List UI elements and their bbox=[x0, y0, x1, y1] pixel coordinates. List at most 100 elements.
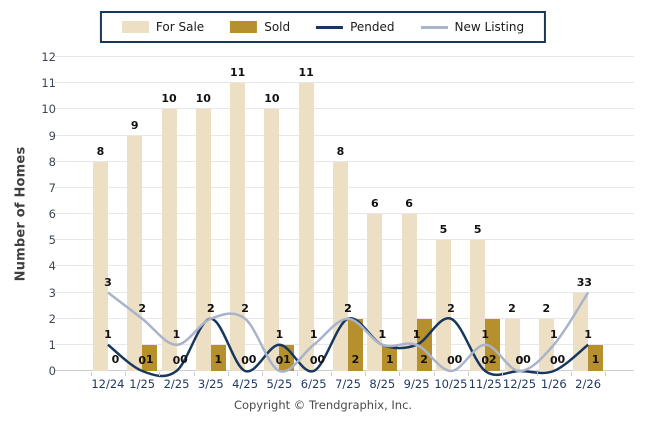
data-label: 3 bbox=[104, 275, 112, 289]
data-label: 2 bbox=[206, 301, 215, 315]
legend-item-for-sale: For Sale bbox=[121, 20, 205, 34]
data-label: 2 bbox=[344, 301, 352, 315]
x-axis-tick-label: 3/25 bbox=[197, 377, 224, 391]
bar-for-sale bbox=[401, 214, 417, 371]
x-axis-tick-label: 1/26 bbox=[540, 377, 567, 391]
x-axis-tick bbox=[468, 372, 470, 376]
bar-for-sale bbox=[298, 83, 314, 371]
data-label: 0 bbox=[447, 354, 455, 367]
y-axis-tick-label: 0 bbox=[48, 364, 56, 378]
bar-sold bbox=[142, 344, 158, 371]
legend-item-label: Sold bbox=[264, 20, 291, 34]
data-label: 1 bbox=[145, 353, 154, 366]
data-label: 0 bbox=[275, 354, 284, 367]
x-axis-tick bbox=[193, 372, 195, 376]
x-axis-tick-label: 9/25 bbox=[403, 377, 430, 391]
x-axis-tick bbox=[262, 372, 264, 376]
x-axis-tick bbox=[330, 372, 332, 376]
bar-for-sale bbox=[161, 109, 177, 371]
x-axis-tick-label: 2/25 bbox=[163, 377, 190, 391]
legend-item-new-listing: New Listing bbox=[420, 20, 525, 34]
data-label: 2 bbox=[447, 301, 455, 315]
x-axis-tick bbox=[605, 372, 607, 376]
x-axis-tick-label: 11/25 bbox=[468, 377, 502, 391]
bar-for-sale bbox=[264, 109, 280, 371]
bar-for-sale bbox=[92, 161, 108, 371]
data-label: 6 bbox=[370, 197, 379, 210]
bar-sold bbox=[588, 344, 604, 371]
data-label: 1 bbox=[283, 353, 291, 366]
gridline bbox=[55, 108, 634, 110]
data-label: 1 bbox=[412, 327, 421, 341]
data-label: 2 bbox=[344, 301, 352, 315]
x-axis-tick-label: 5/25 bbox=[266, 377, 293, 391]
new-listing-line bbox=[107, 291, 590, 373]
gridline bbox=[55, 56, 634, 57]
data-label: 10 bbox=[195, 92, 211, 106]
data-label: 6 bbox=[405, 197, 413, 210]
y-axis-tick-label: 3 bbox=[48, 285, 56, 300]
data-label: 1 bbox=[378, 327, 387, 341]
x-axis-tick-label: 7/25 bbox=[335, 377, 361, 391]
data-label: 8 bbox=[336, 144, 345, 158]
data-label: 5 bbox=[439, 223, 448, 237]
data-label: 10 bbox=[264, 92, 280, 106]
gridline bbox=[55, 82, 634, 84]
data-label: 0 bbox=[549, 354, 558, 367]
y-axis-tick-label: 9 bbox=[48, 128, 56, 143]
x-axis-tick bbox=[159, 372, 161, 376]
plot-area: 8 0 1 3 9 1 0 2 10 0 0 1 10 1 2 2 11 0 0 2 10 1 1 0 11 0 0 1 8 2 2 2 6 1 1… bbox=[55, 56, 634, 378]
x-axis-tick bbox=[433, 372, 435, 376]
x-axis-tick-label: 12/25 bbox=[502, 377, 537, 391]
x-axis-tick bbox=[296, 372, 298, 376]
data-label: 0 bbox=[454, 353, 463, 366]
y-axis-tick-label: 12 bbox=[41, 50, 56, 64]
x-axis-tick bbox=[570, 372, 572, 376]
data-label: 0 bbox=[241, 354, 249, 367]
data-label: 0 bbox=[111, 353, 120, 366]
bar-for-sale bbox=[230, 83, 246, 371]
data-label: 8 bbox=[96, 144, 105, 158]
legend-item-label: Pended bbox=[350, 20, 395, 34]
data-label: 1 bbox=[275, 327, 284, 341]
data-label: 0 bbox=[309, 354, 318, 367]
bar-sold bbox=[485, 318, 501, 371]
data-label: 3 bbox=[584, 275, 592, 289]
y-axis-tick-label: 4 bbox=[48, 259, 56, 274]
copyright-text: Copyright © Trendgraphix, Inc. bbox=[233, 398, 413, 412]
bar-for-sale bbox=[195, 109, 211, 371]
x-axis-tick bbox=[227, 372, 229, 376]
data-label: 1 bbox=[172, 327, 181, 341]
legend-item-label: New Listing bbox=[454, 20, 525, 34]
x-axis-tick-label: 6/25 bbox=[300, 377, 327, 391]
data-label: 5 bbox=[473, 223, 482, 237]
x-axis-tick bbox=[502, 372, 504, 376]
legend-item-pended: Pended bbox=[316, 20, 395, 34]
data-label: 0 bbox=[138, 354, 147, 367]
y-axis-tick-label: 10 bbox=[41, 102, 56, 117]
data-label: 2 bbox=[138, 301, 147, 315]
legend-item-label: For Sale bbox=[155, 20, 205, 34]
x-axis-tick-label: 4/25 bbox=[232, 377, 259, 391]
data-label: 10 bbox=[161, 92, 177, 106]
data-label: 3 bbox=[576, 275, 585, 289]
data-label: 0 bbox=[180, 353, 188, 366]
x-axis-tick-label: 12/24 bbox=[91, 377, 125, 391]
legend-line-swatch bbox=[420, 25, 448, 29]
data-label: 2 bbox=[206, 301, 215, 315]
y-axis-tick-label: 5 bbox=[48, 233, 56, 248]
data-label: 9 bbox=[130, 118, 139, 132]
bar-for-sale bbox=[470, 240, 486, 371]
gridline bbox=[55, 134, 634, 136]
x-axis-tick-label: 8/25 bbox=[369, 377, 396, 391]
y-axis-tick-label: 11 bbox=[41, 76, 56, 91]
data-label: 1 bbox=[549, 327, 558, 341]
data-label: 1 bbox=[309, 327, 318, 341]
data-label: 1 bbox=[412, 327, 421, 341]
data-label: 2 bbox=[241, 301, 249, 315]
data-label: 1 bbox=[584, 327, 592, 341]
x-axis-tick-label: 2/26 bbox=[575, 377, 602, 391]
y-axis-tick-label: 1 bbox=[48, 337, 56, 352]
data-label: 0 bbox=[317, 353, 326, 366]
